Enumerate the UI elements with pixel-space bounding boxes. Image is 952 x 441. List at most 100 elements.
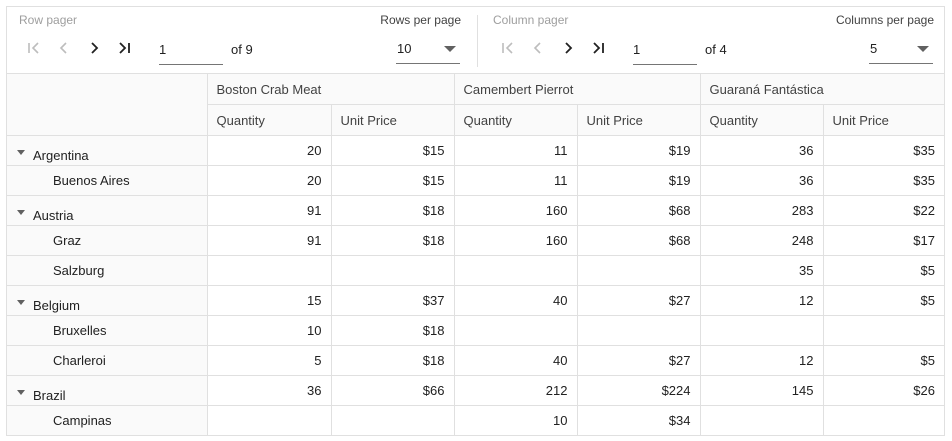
table-row: Charleroi 5 $18 40 $27 12 $5 (7, 345, 944, 376)
unit-price-cell (330, 255, 455, 286)
previous-page-icon[interactable] (54, 38, 74, 58)
column-header-product[interactable]: Camembert Pierrot (453, 73, 701, 105)
row-header-label: Belgium (33, 298, 80, 313)
measure-header-quantity[interactable]: Quantity (207, 104, 332, 136)
quantity-cell (699, 405, 824, 436)
columns-per-page-value: 5 (870, 41, 878, 56)
unit-price-cell: $34 (576, 405, 701, 436)
quantity-cell: 35 (699, 255, 824, 286)
unit-price-cell: $17 (822, 225, 944, 256)
quantity-cell (206, 255, 332, 286)
unit-price-cell (576, 255, 701, 286)
row-page-input[interactable] (159, 34, 223, 65)
columns-per-page-select[interactable]: 5 (869, 34, 933, 64)
chevron-down-icon (917, 46, 929, 52)
unit-price-cell: $5 (822, 345, 944, 376)
row-header-label: Brazil (33, 388, 66, 403)
group-row: Austria 91 $18 160 $68 283 $22 (7, 195, 944, 226)
column-pager: Column pager of 4 Columns per page 5 (478, 7, 946, 74)
row-header-country[interactable]: Austria (7, 195, 208, 226)
unit-price-cell: $27 (576, 285, 701, 316)
quantity-cell: 15 (206, 285, 332, 316)
unit-price-cell: $15 (330, 165, 455, 196)
quantity-cell: 36 (699, 165, 824, 196)
pivot-grid: Row pager of 9 Rows per page 10 Column p… (6, 6, 945, 436)
corner-header (7, 73, 208, 136)
quantity-cell: 160 (453, 195, 578, 226)
unit-price-cell: $35 (822, 135, 944, 166)
row-pager-label: Row pager (19, 13, 78, 27)
measure-header-quantity[interactable]: Quantity (453, 104, 578, 136)
collapse-arrow-icon[interactable] (17, 300, 25, 305)
unit-price-cell: $18 (330, 345, 455, 376)
first-page-icon[interactable] (498, 38, 518, 58)
column-header-product[interactable]: Guaraná Fantástica (699, 73, 944, 105)
last-page-icon[interactable] (588, 38, 608, 58)
row-header-city: Graz (7, 225, 208, 256)
row-header-country[interactable]: Belgium (7, 285, 208, 316)
unit-price-cell: $27 (576, 345, 701, 376)
unit-price-cell: $19 (576, 135, 701, 166)
quantity-cell: 11 (453, 135, 578, 166)
previous-page-icon[interactable] (528, 38, 548, 58)
measure-header-unit-price[interactable]: Unit Price (576, 104, 701, 136)
quantity-cell (699, 315, 824, 346)
unit-price-cell: $18 (330, 195, 455, 226)
unit-price-cell: $26 (822, 375, 944, 406)
measure-header-unit-price[interactable]: Unit Price (330, 104, 455, 136)
quantity-cell (453, 315, 578, 346)
unit-price-cell: $18 (330, 315, 455, 346)
row-header-city: Buenos Aires (7, 165, 208, 196)
table-row: Buenos Aires 20 $15 11 $19 36 $35 (7, 165, 944, 196)
quantity-cell: 283 (699, 195, 824, 226)
next-page-icon[interactable] (558, 38, 578, 58)
unit-price-cell (822, 405, 944, 436)
column-header-product[interactable]: Boston Crab Meat (206, 73, 455, 105)
next-page-icon[interactable] (84, 38, 104, 58)
quantity-cell: 20 (206, 165, 332, 196)
measure-header-quantity[interactable]: Quantity (699, 104, 824, 136)
row-header-country[interactable]: Argentina (7, 135, 208, 166)
quantity-cell: 36 (699, 135, 824, 166)
unit-price-cell: $5 (822, 255, 944, 286)
row-header-country[interactable]: Brazil (7, 375, 208, 406)
row-header-city: Campinas (7, 405, 208, 436)
column-pager-label: Column pager (493, 13, 569, 27)
quantity-cell: 212 (453, 375, 578, 406)
unit-price-cell: $19 (576, 165, 701, 196)
quantity-cell: 248 (699, 225, 824, 256)
collapse-arrow-icon[interactable] (17, 150, 25, 155)
row-header-label: Salzburg (53, 263, 105, 278)
unit-price-cell: $15 (330, 135, 455, 166)
quantity-cell: 145 (699, 375, 824, 406)
unit-price-cell: $37 (330, 285, 455, 316)
pager-divider (477, 15, 478, 67)
first-page-icon[interactable] (24, 38, 44, 58)
unit-price-cell: $22 (822, 195, 944, 226)
quantity-cell: 10 (206, 315, 332, 346)
quantity-cell: 36 (206, 375, 332, 406)
quantity-cell (453, 255, 578, 286)
unit-price-cell: $35 (822, 165, 944, 196)
quantity-cell: 5 (206, 345, 332, 376)
column-page-count: of 4 (705, 42, 727, 57)
row-header-city: Bruxelles (7, 315, 208, 346)
row-header-label: Graz (53, 233, 82, 248)
quantity-cell (206, 405, 332, 436)
last-page-icon[interactable] (114, 38, 134, 58)
quantity-cell: 12 (699, 285, 824, 316)
quantity-cell: 40 (453, 285, 578, 316)
unit-price-cell: $68 (576, 225, 701, 256)
unit-price-cell (822, 315, 944, 346)
collapse-arrow-icon[interactable] (17, 210, 25, 215)
collapse-arrow-icon[interactable] (17, 390, 25, 395)
row-header-label: Austria (33, 208, 74, 223)
column-page-input[interactable] (633, 34, 697, 65)
measure-header-unit-price[interactable]: Unit Price (822, 104, 944, 136)
table-row: Graz 91 $18 160 $68 248 $17 (7, 225, 944, 256)
rows-per-page-select[interactable]: 10 (396, 34, 460, 64)
columns-per-page-label: Columns per page (835, 13, 934, 27)
row-header-label: Argentina (33, 148, 89, 163)
rows-per-page-label: Rows per page (380, 13, 461, 27)
unit-price-cell (576, 315, 701, 346)
